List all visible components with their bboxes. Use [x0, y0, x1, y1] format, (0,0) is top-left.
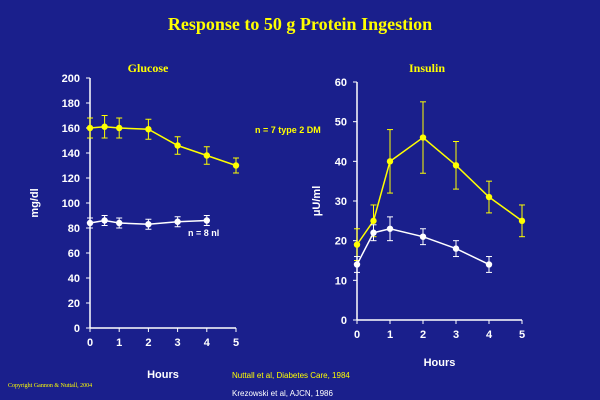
insulin-data-point: [452, 162, 460, 169]
glucose-data-point: [203, 217, 210, 224]
glucose-y-tick-label: 140: [62, 148, 80, 160]
insulin-y-tick-label: 60: [335, 77, 347, 89]
glucose-y-tick-label: 80: [68, 223, 80, 235]
glucose-series-line: [89, 125, 237, 167]
insulin-y-tick-label: 50: [335, 117, 347, 129]
glucose-y-tick-label: 20: [68, 298, 80, 310]
insulin-y-tick-label: 0: [341, 315, 347, 327]
insulin-y-axis-label: μU/ml: [311, 186, 323, 217]
insulin-x-tick-label: 0: [354, 329, 360, 341]
insulin-data-point: [518, 217, 526, 225]
insulin-data-point: [419, 134, 427, 141]
insulin-chart: Insulin 0 10 20 30 40 50 60 0 1 2 3 4 5 Hours μU/ml: [311, 61, 526, 369]
glucose-x-tick-label: 4: [204, 337, 211, 349]
glucose-chart: Glucose 0 20 40 60 80 100 120 140 160 180 200 0 1 2 3 4 5…: [29, 61, 321, 381]
insulin-data-point: [353, 241, 361, 248]
glucose-x-tick-label: 3: [175, 337, 181, 349]
glucose-data-point: [145, 221, 152, 228]
insulin-y-tick-label: 30: [335, 196, 347, 208]
insulin-data-point: [485, 261, 493, 268]
glucose-x-axis-label: Hours: [147, 369, 179, 381]
glucose-y-tick-label: 60: [68, 248, 80, 260]
glucose-data-point: [145, 126, 152, 133]
glucose-x-tick-label: 1: [116, 337, 122, 349]
glucose-y-tick-label: 120: [62, 173, 80, 185]
insulin-data-point: [386, 225, 394, 232]
glucose-data-point: [86, 124, 94, 132]
glucose-y-axis-label: mg/dl: [29, 188, 41, 217]
glucose-chart-title: Glucose: [128, 61, 169, 75]
insulin-x-tick-label: 1: [387, 329, 393, 341]
glucose-y-tick-label: 0: [74, 323, 80, 335]
glucose-data-point: [174, 142, 181, 149]
insulin-data-point: [353, 261, 361, 268]
glucose-series-label: n = 7 type 2 DM: [255, 125, 321, 135]
insulin-data-point: [370, 217, 377, 225]
glucose-x-tick-label: 5: [233, 337, 239, 349]
copyright-note: Copyright Gannon & Nuttall, 2004: [8, 383, 92, 389]
glucose-y-tick-label: 180: [62, 98, 80, 110]
insulin-x-tick-label: 5: [519, 329, 525, 341]
insulin-data-point: [370, 229, 377, 236]
insulin-x-tick-label: 2: [420, 329, 426, 341]
glucose-data-point: [86, 219, 94, 227]
insulin-data-point: [386, 158, 394, 165]
glucose-data-point: [116, 219, 123, 227]
glucose-data-point: [101, 217, 108, 224]
glucose-y-tick-label: 160: [62, 123, 80, 135]
glucose-y-tick-label: 100: [62, 198, 80, 210]
glucose-x-tick-label: 0: [87, 337, 93, 349]
slide-title: Response to 50 g Protein Ingestion: [168, 14, 432, 34]
insulin-y-tick-label: 40: [335, 156, 347, 168]
glucose-data-point: [203, 152, 210, 159]
glucose-data-point: [116, 124, 123, 132]
glucose-x-tick-label: 2: [145, 337, 151, 349]
glucose-data-point: [232, 162, 240, 169]
insulin-chart-title: Insulin: [409, 61, 445, 75]
glucose-y-tick-label: 40: [68, 273, 80, 285]
glucose-data-point: [174, 218, 181, 225]
insulin-series-line: [356, 136, 523, 246]
insulin-data-point: [452, 245, 460, 252]
insulin-x-tick-label: 3: [453, 329, 459, 341]
glucose-series-label: n = 8 nl: [188, 228, 219, 238]
insulin-series-line: [356, 227, 490, 266]
citation-nuttall: Nuttall et al, Diabetes Care, 1984: [232, 371, 350, 380]
insulin-y-tick-label: 20: [335, 236, 347, 248]
insulin-x-axis-label: Hours: [424, 357, 456, 369]
glucose-y-tick-label: 200: [62, 73, 80, 85]
insulin-data-point: [485, 193, 493, 201]
citation-krezowski: Krezowski et al, AJCN, 1986: [232, 389, 333, 398]
insulin-x-tick-label: 4: [486, 329, 493, 341]
insulin-y-tick-label: 10: [335, 275, 347, 287]
insulin-data-point: [419, 233, 427, 240]
glucose-data-point: [101, 123, 108, 130]
